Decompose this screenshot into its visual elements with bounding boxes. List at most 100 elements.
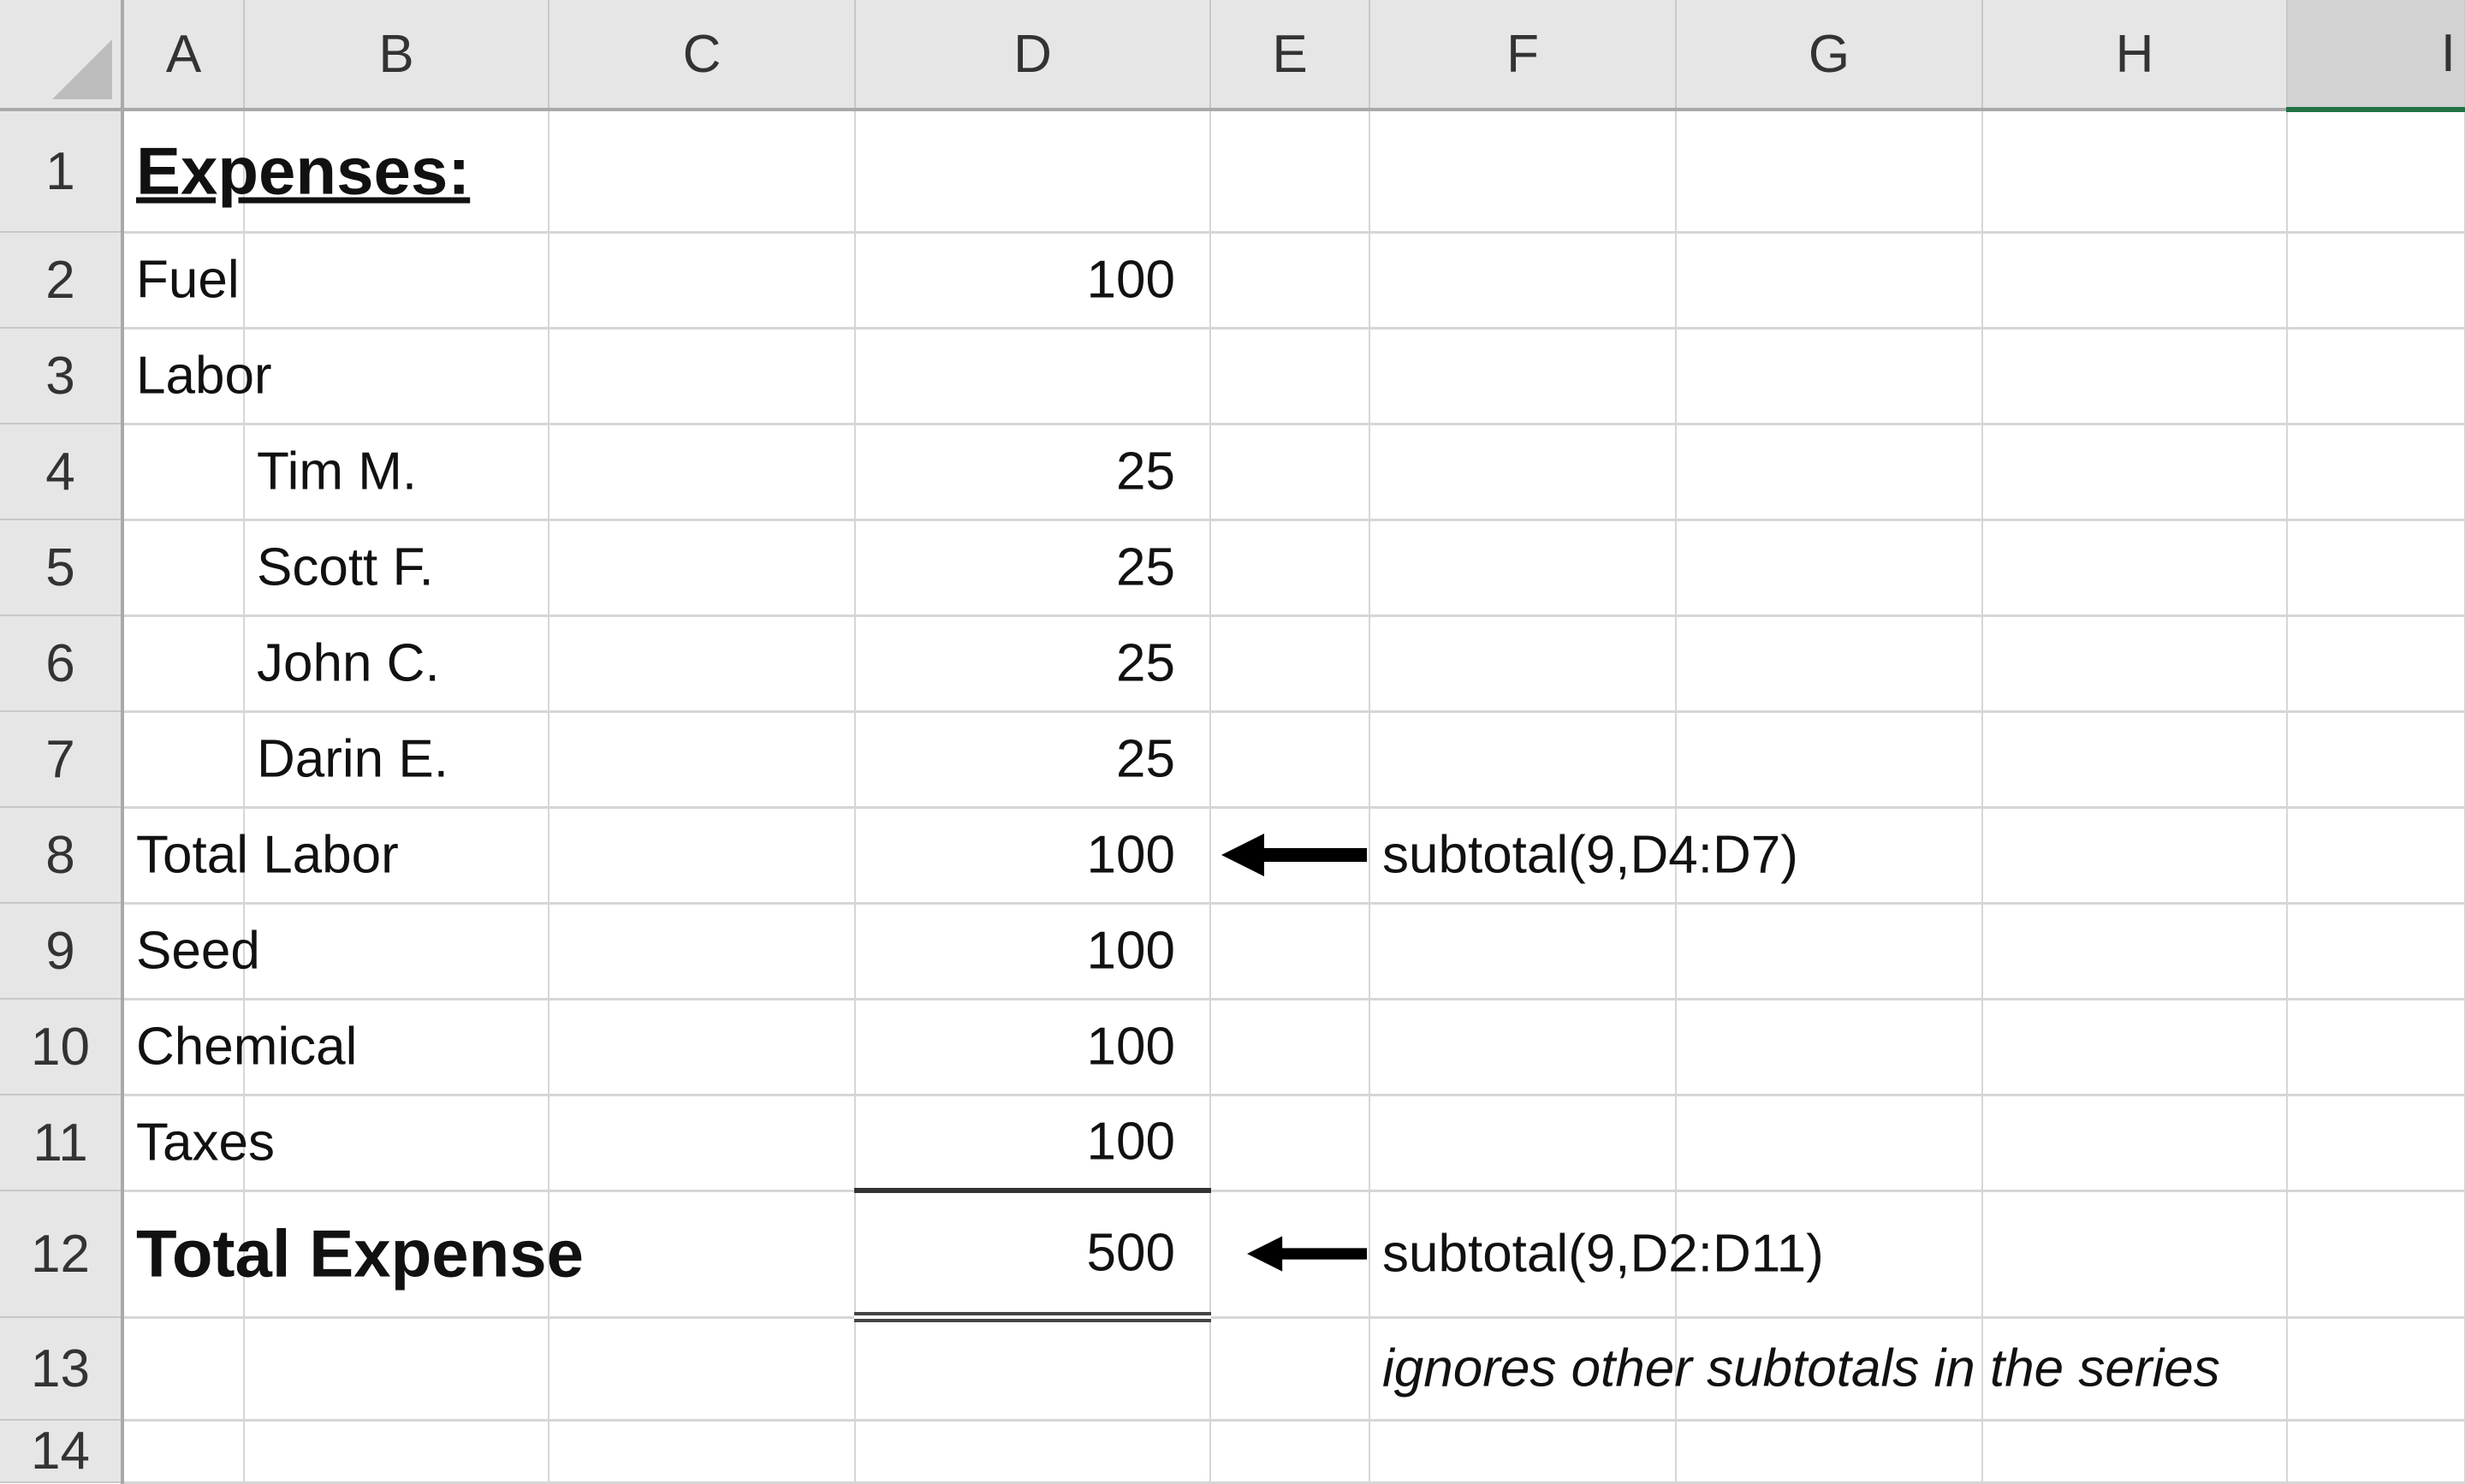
cell-g8[interactable]	[1676, 807, 1983, 905]
cell-a6[interactable]	[122, 615, 245, 713]
cell-c7[interactable]	[549, 711, 856, 809]
cell-c9[interactable]	[549, 903, 856, 1000]
cell-c3[interactable]	[549, 328, 856, 425]
cell-f8[interactable]: subtotal(9,D4:D7)	[1369, 807, 1798, 905]
column-header-a[interactable]: A	[122, 0, 245, 111]
row-header-8[interactable]: 8	[0, 807, 124, 904]
cell-g7[interactable]	[1676, 711, 1983, 809]
cell-c8[interactable]	[549, 807, 856, 905]
cell-b4[interactable]: Tim M.	[244, 424, 549, 521]
cell-h11[interactable]	[1982, 1095, 2288, 1192]
cell-c14[interactable]	[549, 1420, 856, 1484]
cell-a10[interactable]: Chemical	[122, 999, 357, 1096]
cell-g13[interactable]	[1676, 1317, 1983, 1422]
cell-g4[interactable]	[1676, 424, 1983, 521]
cell-g6[interactable]	[1676, 615, 1983, 713]
cell-d4[interactable]: 25	[855, 424, 1211, 521]
cell-c10[interactable]	[549, 999, 856, 1096]
cell-i9[interactable]	[2287, 903, 2465, 1000]
cell-b5[interactable]: Scott F.	[244, 519, 549, 617]
cell-f9[interactable]	[1369, 903, 1677, 1000]
cell-d5[interactable]: 25	[855, 519, 1211, 617]
cell-d9[interactable]: 100	[855, 903, 1211, 1000]
cell-a1[interactable]: Expenses:	[122, 110, 470, 234]
cell-a13[interactable]	[122, 1317, 245, 1422]
cell-d7[interactable]: 25	[855, 711, 1211, 809]
column-header-b[interactable]: B	[244, 0, 549, 111]
cell-h7[interactable]	[1982, 711, 2288, 809]
row-header-1[interactable]: 1	[0, 110, 124, 233]
row-header-9[interactable]: 9	[0, 903, 124, 1000]
cell-i5[interactable]	[2287, 519, 2465, 617]
cell-i11[interactable]	[2287, 1095, 2465, 1192]
cell-h6[interactable]	[1982, 615, 2288, 713]
cell-a11[interactable]: Taxes	[122, 1095, 275, 1192]
cell-e2[interactable]	[1210, 232, 1370, 329]
cell-g2[interactable]	[1676, 232, 1983, 329]
cell-i3[interactable]	[2287, 328, 2465, 425]
row-header-13[interactable]: 13	[0, 1317, 124, 1421]
cell-f6[interactable]	[1369, 615, 1677, 713]
cell-a9[interactable]: Seed	[122, 903, 260, 1000]
select-all-button[interactable]	[0, 0, 124, 111]
cell-g3[interactable]	[1676, 328, 1983, 425]
cell-i12[interactable]	[2287, 1190, 2465, 1319]
cell-b6[interactable]: John C.	[244, 615, 549, 713]
row-header-7[interactable]: 7	[0, 711, 124, 808]
cell-d12[interactable]: 500	[855, 1188, 1211, 1322]
column-header-c[interactable]: C	[549, 0, 856, 111]
cell-b13[interactable]	[244, 1317, 549, 1422]
cell-f10[interactable]	[1369, 999, 1677, 1096]
column-header-f[interactable]: F	[1369, 0, 1677, 111]
cell-g5[interactable]	[1676, 519, 1983, 617]
column-header-i[interactable]: I	[2287, 0, 2465, 112]
cell-f3[interactable]	[1369, 328, 1677, 425]
cell-i7[interactable]	[2287, 711, 2465, 809]
cell-d2[interactable]: 100	[855, 232, 1211, 329]
cell-c11[interactable]	[549, 1095, 856, 1192]
row-header-11[interactable]: 11	[0, 1095, 124, 1191]
cell-e9[interactable]	[1210, 903, 1370, 1000]
cell-d3[interactable]	[855, 328, 1211, 425]
cell-b7[interactable]: Darin E.	[244, 711, 549, 809]
column-header-d[interactable]: D	[855, 0, 1211, 111]
cell-g11[interactable]	[1676, 1095, 1983, 1192]
cell-c13[interactable]	[549, 1317, 856, 1422]
cell-i10[interactable]	[2287, 999, 2465, 1096]
cell-e3[interactable]	[1210, 328, 1370, 425]
cell-f4[interactable]	[1369, 424, 1677, 521]
cell-g14[interactable]	[1676, 1420, 1983, 1484]
cell-d6[interactable]: 25	[855, 615, 1211, 713]
cell-h2[interactable]	[1982, 232, 2288, 329]
cell-h14[interactable]	[1982, 1420, 2288, 1484]
cell-c6[interactable]	[549, 615, 856, 713]
row-header-2[interactable]: 2	[0, 232, 124, 329]
cell-d10[interactable]: 100	[855, 999, 1211, 1096]
cell-h13[interactable]	[1982, 1317, 2288, 1422]
cell-a8[interactable]: Total Labor	[122, 807, 399, 905]
column-header-e[interactable]: E	[1210, 0, 1370, 111]
row-header-4[interactable]: 4	[0, 424, 124, 520]
cell-a5[interactable]	[122, 519, 245, 617]
cell-e5[interactable]	[1210, 519, 1370, 617]
cell-h1[interactable]	[1982, 110, 2288, 234]
cell-b8[interactable]	[244, 807, 549, 905]
cell-e11[interactable]	[1210, 1095, 1370, 1192]
cell-f14[interactable]	[1369, 1420, 1677, 1484]
row-header-6[interactable]: 6	[0, 615, 124, 712]
cell-e13[interactable]	[1210, 1317, 1370, 1422]
column-header-g[interactable]: G	[1676, 0, 1983, 111]
cell-d13[interactable]	[855, 1317, 1211, 1422]
cell-i1[interactable]	[2287, 110, 2465, 234]
cell-d14[interactable]	[855, 1420, 1211, 1484]
cell-b1[interactable]	[244, 110, 549, 234]
cell-f5[interactable]	[1369, 519, 1677, 617]
cell-e12[interactable]	[1210, 1190, 1370, 1319]
cell-b12[interactable]	[244, 1190, 549, 1319]
cell-h12[interactable]	[1982, 1190, 2288, 1319]
cell-e4[interactable]	[1210, 424, 1370, 521]
cell-f13[interactable]: ignores other subtotals in the series	[1369, 1317, 2220, 1422]
cell-b3[interactable]	[244, 328, 549, 425]
cell-c12[interactable]	[549, 1190, 856, 1319]
cell-e14[interactable]	[1210, 1420, 1370, 1484]
